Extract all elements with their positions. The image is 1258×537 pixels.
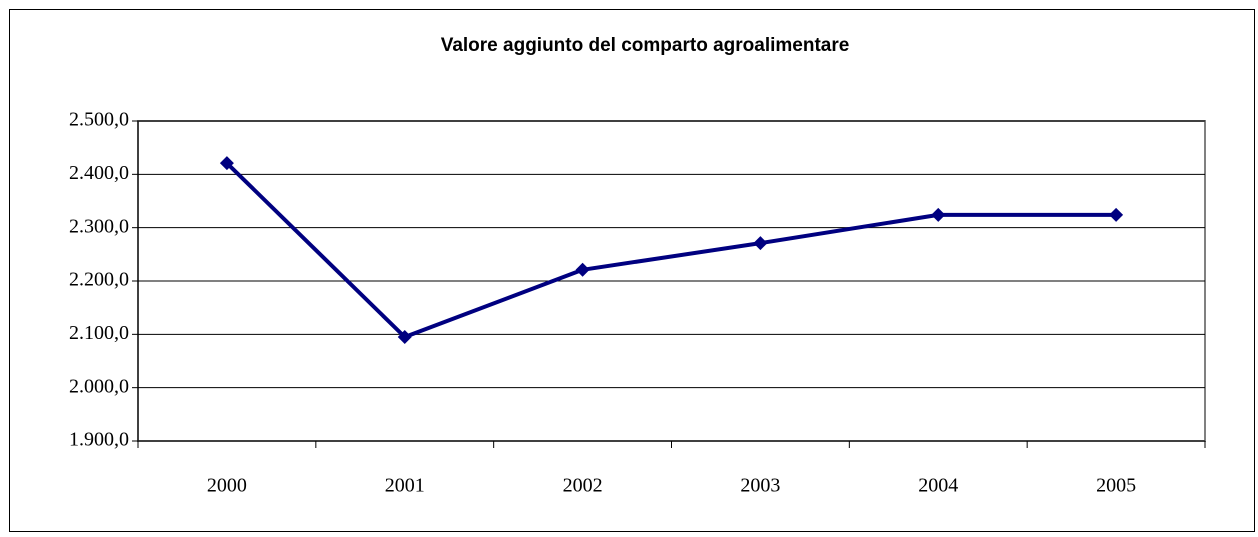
chart-title: Valore aggiunto del comparto agroaliment… [441, 35, 850, 56]
y-tick-label: 1.900,0 [69, 429, 129, 451]
marker [575, 262, 590, 277]
marker [931, 207, 946, 222]
x-tick-label: 2004 [918, 475, 958, 497]
marker [1109, 207, 1124, 222]
chart-frame [9, 9, 1255, 532]
y-tick-label: 2.000,0 [69, 375, 129, 397]
marker [753, 236, 768, 251]
y-tick-label: 2.400,0 [69, 162, 129, 184]
y-tick-label: 2.300,0 [69, 215, 129, 237]
x-tick-label: 2002 [563, 475, 603, 497]
x-tick-label: 2001 [385, 475, 425, 497]
y-tick-label: 2.100,0 [69, 322, 129, 344]
y-tick-label: 2.500,0 [69, 109, 129, 131]
x-tick-label: 2003 [740, 475, 780, 497]
x-tick-label: 2005 [1096, 475, 1136, 497]
marker [219, 156, 234, 171]
marker [397, 330, 412, 344]
x-tick-label: 2000 [207, 475, 247, 497]
y-tick-label: 2.200,0 [69, 269, 129, 291]
line [225, 161, 1117, 339]
